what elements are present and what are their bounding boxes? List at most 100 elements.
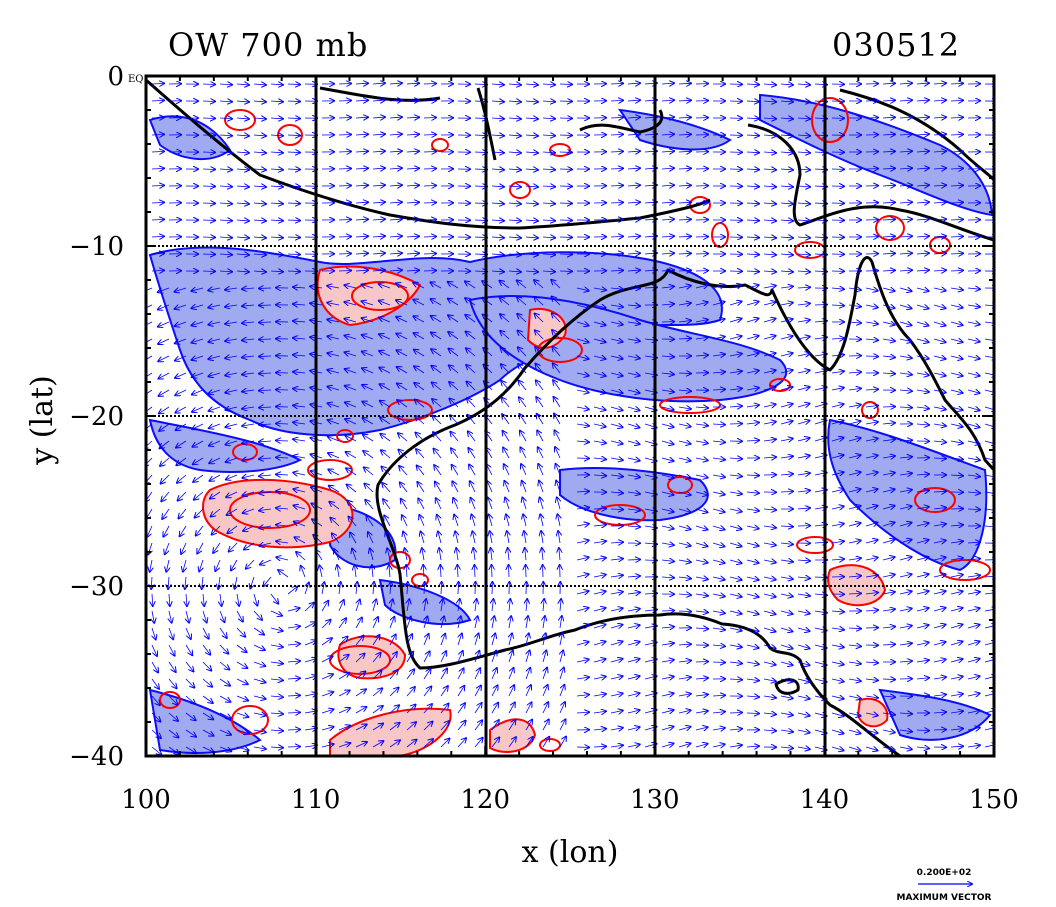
wind-vector [517, 280, 527, 289]
wind-vector [916, 100, 929, 101]
wind-vector [236, 254, 249, 255]
wind-vector [355, 253, 368, 254]
wind-vector [423, 202, 436, 203]
wind-vector [242, 356, 255, 357]
wind-vector [729, 388, 742, 390]
wind-vector [327, 286, 340, 288]
wind-vector [534, 314, 544, 323]
wind-vector [610, 202, 623, 203]
wind-vector [287, 169, 300, 170]
wind-vector [950, 339, 963, 342]
wind-vector [236, 220, 249, 221]
wind-vector [448, 282, 459, 289]
wind-vector [916, 117, 929, 118]
wind-vector [525, 237, 538, 238]
wind-vector [678, 338, 691, 339]
wind-vector [208, 288, 221, 290]
wind-vector [219, 118, 232, 119]
wind-vector [712, 389, 725, 390]
wind-vector [916, 270, 929, 271]
wind-vector [355, 100, 368, 101]
wind-vector [287, 729, 300, 730]
wind-vector [372, 253, 385, 254]
wind-vector [984, 373, 994, 376]
wind-vector [797, 186, 810, 187]
wind-vector [610, 151, 623, 152]
wind-vector [535, 330, 544, 340]
x-tick-label: 110 [291, 785, 341, 815]
wind-vector [780, 353, 793, 356]
wind-vector [593, 339, 606, 342]
wind-vector [542, 152, 555, 153]
wind-vector [525, 254, 538, 255]
wind-vector [831, 305, 844, 306]
wind-vector [661, 219, 674, 220]
wind-vector [372, 83, 385, 84]
wind-vector [797, 370, 810, 373]
wind-vector [899, 151, 912, 152]
wind-vector [899, 100, 912, 101]
wind-vector [525, 101, 538, 102]
wind-vector [882, 100, 895, 101]
wind-vector [882, 288, 895, 291]
wind-vector [508, 169, 521, 170]
wind-vector [967, 305, 980, 307]
wind-vector [508, 84, 521, 85]
wind-vector [389, 117, 402, 118]
wind-vector [448, 349, 459, 357]
wind-vector [593, 373, 606, 376]
wind-vector [763, 220, 776, 221]
wind-vector [899, 134, 912, 135]
wind-vector [610, 83, 623, 84]
wind-vector [276, 440, 289, 441]
wind-vector [627, 270, 640, 271]
wind-vector [916, 322, 928, 326]
wind-vector [593, 390, 606, 393]
wind-vector [270, 220, 283, 221]
wind-vector [950, 83, 963, 84]
wind-vector [208, 322, 221, 325]
wind-vector [449, 382, 459, 391]
wind-vector [423, 83, 436, 84]
wind-vector [525, 135, 538, 136]
wind-vector [253, 152, 266, 153]
wind-vector [508, 220, 521, 221]
wind-vector [610, 373, 623, 376]
wind-vector [678, 270, 691, 271]
wind-vector [950, 288, 963, 290]
wind-vector [219, 84, 232, 85]
wind-vector [236, 271, 249, 272]
wind-vector [661, 168, 674, 169]
wind-vector [236, 237, 249, 238]
wind-vector [372, 134, 385, 135]
wind-vector [151, 151, 164, 152]
wind-vector [175, 355, 187, 361]
wind-vector [355, 134, 368, 135]
wind-vector [225, 339, 238, 341]
wind-vector [610, 185, 623, 186]
wind-vector [449, 365, 459, 374]
wind-vector [151, 202, 164, 203]
wind-vector [192, 322, 204, 325]
wind-vector [746, 285, 759, 288]
wind-vector [797, 169, 810, 170]
wind-vector [553, 363, 561, 374]
wind-vector [831, 338, 844, 339]
wind-vector [763, 169, 776, 170]
wind-vector [967, 356, 980, 359]
wind-vector [219, 203, 232, 204]
wind-vector [397, 384, 408, 391]
wind-vector [984, 305, 994, 306]
wind-vector [712, 372, 725, 373]
wind-vector [191, 305, 204, 308]
wind-vector [500, 297, 510, 306]
wind-vector [678, 168, 691, 169]
wind-vector [253, 237, 266, 238]
wind-vector [780, 271, 793, 272]
wind-vector [661, 610, 674, 611]
wind-vector [695, 355, 708, 356]
y-tick-label: −30 [69, 572, 124, 602]
wind-vector [882, 270, 895, 271]
wind-vector [797, 203, 810, 204]
